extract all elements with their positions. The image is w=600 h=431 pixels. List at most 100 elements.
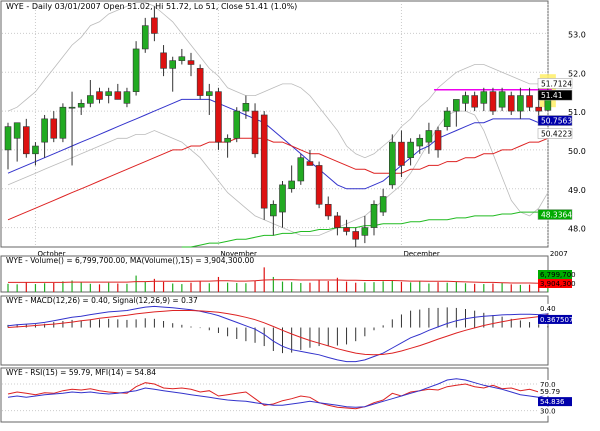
x-axis-label: October — [37, 250, 65, 258]
candle-body — [224, 137, 231, 143]
candle-body — [22, 126, 30, 155]
candle-body — [196, 68, 204, 96]
upper_band-line — [7, 2, 549, 159]
rsi-line — [7, 382, 548, 410]
candle-body — [306, 161, 314, 166]
candle-body — [517, 95, 524, 112]
price-tick-label: 52.0 — [568, 69, 586, 78]
rsi-label-box — [538, 380, 572, 389]
x-axis-label: December — [403, 250, 439, 258]
candle-body — [361, 227, 369, 236]
macd-title: WYE - MACD(12,26) = 0.40, Signal(12,26,9… — [6, 296, 198, 305]
price-title: WYE - Daily 03/01/2007 Open 51.02, Hi 51… — [6, 2, 297, 11]
rsi-label-box — [538, 406, 572, 416]
lower_band-line — [7, 110, 549, 236]
candle-body — [270, 203, 277, 217]
price-label-box — [537, 115, 573, 126]
candle-body — [343, 227, 350, 232]
macd-label-text: 0.367507 — [540, 316, 573, 324]
candle-body — [352, 231, 360, 240]
price-label-text: 50.4223 — [541, 130, 572, 139]
candle-body — [233, 110, 241, 139]
candle-body — [32, 145, 39, 155]
candle-body — [453, 99, 460, 112]
price-label-box — [537, 78, 573, 89]
price-label-box — [537, 209, 573, 220]
candle-body — [4, 126, 12, 151]
candle-body — [77, 103, 85, 108]
candle-body — [251, 110, 259, 155]
price-label-text: 50.7563 — [541, 117, 572, 126]
rsi-title: WYE - RSI(15) = 59.79, MFI(14) = 54.84 — [6, 368, 156, 377]
candle-body — [132, 48, 140, 92]
candle-body — [206, 91, 213, 96]
candle-body — [141, 25, 149, 50]
rsi-panel: WYE - RSI(15) = 59.79, MFI(14) = 54.84 70… — [0, 367, 572, 423]
candle-body — [398, 141, 405, 166]
x-axis-label: 2007 — [550, 250, 568, 258]
candle-body — [480, 91, 488, 104]
candle-body — [379, 196, 387, 213]
candle-body — [507, 95, 515, 112]
candle-body — [535, 106, 543, 112]
candle-body — [123, 91, 131, 104]
price-label-text: 51.41 — [541, 91, 563, 100]
candle-body — [443, 110, 451, 127]
candle-body — [68, 106, 76, 109]
rsi-label-text: 30.0 — [540, 408, 556, 416]
price-label-box — [537, 128, 573, 139]
candle-body — [59, 106, 67, 139]
candle-body — [41, 118, 48, 143]
candle-body — [498, 91, 506, 108]
macd-panel: WYE - MACD(12,26) = 0.40, Signal(12,26,9… — [0, 295, 573, 366]
price-label-box — [537, 89, 573, 101]
volume-ma-line — [8, 279, 549, 284]
volume-panel: WYE - Volume() = 6,799,700.00, MA(Volume… — [0, 255, 576, 293]
macd-label-text: 0.40 — [540, 305, 556, 313]
mfi-line — [7, 378, 549, 408]
signal-line — [7, 310, 548, 356]
price-label-text: 51.7124 — [541, 79, 572, 88]
candle-body — [334, 215, 341, 228]
candle-body — [388, 141, 396, 186]
x-axis-label: November — [220, 250, 257, 258]
candle-body — [96, 91, 103, 100]
price-panel: 53.0 52.0 51.0 50.0 49.0 48.0 October November D… — [0, 0, 586, 258]
candle-body — [242, 103, 250, 112]
candle-body — [87, 95, 94, 104]
volume-label-box — [538, 279, 572, 288]
candle-body — [434, 130, 442, 151]
candle-body — [105, 91, 112, 96]
sma20-line — [7, 98, 549, 190]
price-tick-label: 48.0 — [568, 225, 586, 234]
candle-body — [169, 60, 176, 69]
candle-body — [151, 17, 158, 34]
candle-body — [178, 56, 186, 61]
candle-body — [279, 184, 286, 213]
candle-body — [215, 91, 222, 143]
candle-body — [370, 203, 378, 228]
candle-body — [260, 114, 268, 209]
rsi-label-text: 59.79 — [540, 388, 560, 396]
volume-label-box — [538, 270, 572, 279]
candle-body — [160, 52, 167, 69]
macd-frame — [0, 295, 549, 366]
candle-body — [471, 95, 478, 108]
rsi-label-text: 54.836 — [540, 398, 565, 406]
rsi-label-box — [538, 386, 572, 396]
rsi-label-text: 70.0 — [540, 381, 556, 389]
candle-body — [425, 130, 433, 143]
macd-label-box — [538, 314, 572, 324]
candle-body — [187, 60, 195, 65]
candle-body — [288, 180, 295, 190]
candle-body — [324, 203, 332, 217]
candle-body — [114, 91, 122, 100]
candle-body — [407, 141, 414, 158]
candle-body — [50, 118, 58, 139]
rsi-label-box — [538, 397, 572, 407]
price-tick-label: 49.0 — [568, 186, 586, 195]
candle-body — [526, 95, 533, 108]
candle-body — [489, 91, 497, 112]
